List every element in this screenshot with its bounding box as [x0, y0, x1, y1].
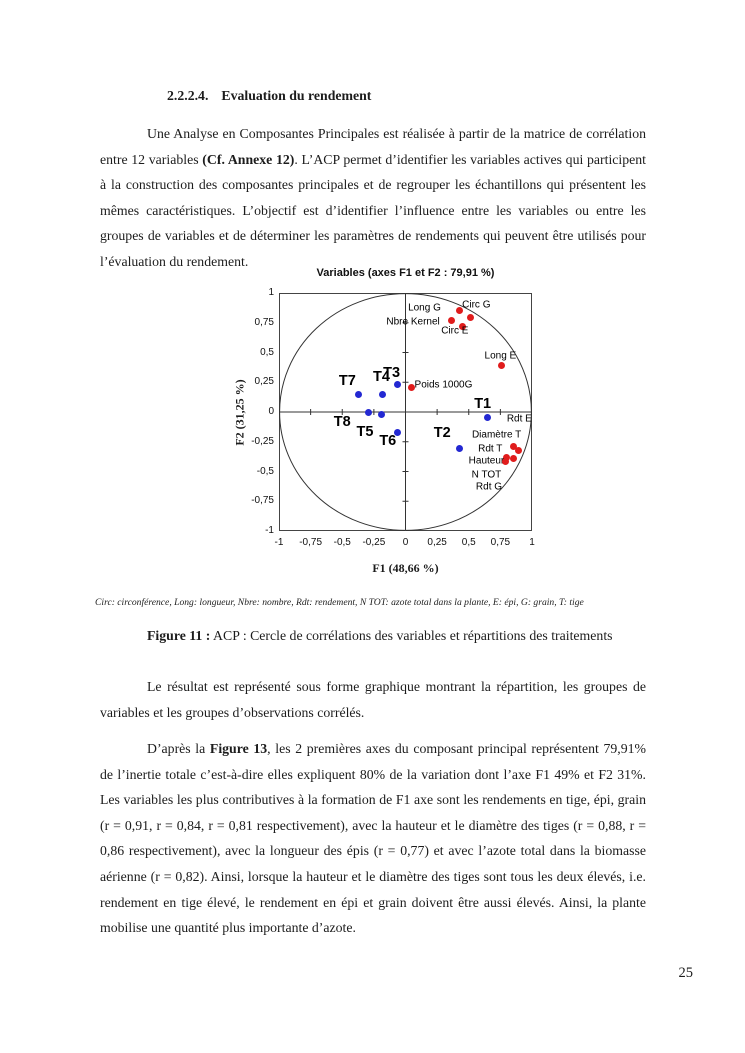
variable-point-n-tot: [509, 454, 517, 462]
figure-caption-text: ACP : Cercle de corrélations des variabl…: [210, 628, 613, 643]
variable-label-n-tot: N TOT: [471, 469, 502, 481]
y-tick-label: 1: [268, 287, 274, 298]
y-tick-label: 0,5: [260, 346, 274, 358]
text-run: Le résultat est représenté sous forme gr…: [100, 679, 646, 720]
y-tick-label: -0,5: [256, 465, 274, 477]
x-tick-label: 0,75: [490, 537, 511, 548]
figure-caption-label: Figure 11 :: [147, 628, 211, 643]
variable-label-rdt-g: Rdt G: [475, 481, 503, 493]
variable-point-poids-1000g: [408, 383, 416, 391]
treatment-label-t1: T1: [474, 395, 492, 412]
section-heading: 2.2.2.4. Evaluation du rendement: [167, 88, 371, 104]
variable-point-long-g: [456, 307, 464, 315]
variable-point-hauteur: [503, 453, 511, 461]
variable-point-rdt-t: [514, 446, 522, 454]
variable-label-circ-e: Circ E: [441, 325, 469, 337]
figure-pca-chart: Variables (axes F1 et F2 : 79,91 %) F2 (…: [228, 262, 578, 592]
treatment-point-t3: [394, 381, 402, 389]
y-tick-label: -0,75: [251, 495, 274, 507]
variable-label-nbre-kernel: Nbre Kernel: [386, 316, 440, 328]
treatment-label-t6: T6: [379, 432, 397, 449]
text-run: , les 2 premières axes du composant prin…: [100, 741, 646, 936]
text-run: D’après la: [147, 741, 210, 756]
treatment-label-t7: T7: [338, 373, 356, 390]
x-tick-label: -0,25: [362, 537, 386, 548]
variable-point-circ-e: [458, 322, 466, 330]
y-tick-label: 0: [268, 406, 274, 417]
text-run: . L’ACP permet d’identifier les variable…: [100, 151, 646, 269]
y-tick-label: 0,75: [254, 316, 274, 328]
section-number: 2.2.2.4.: [167, 88, 209, 103]
treatment-label-t8: T8: [333, 413, 351, 430]
x-tick-label: 0,5: [461, 537, 476, 548]
treatment-label-t4: T4: [372, 369, 390, 386]
variable-point-nbre-kernel: [447, 316, 455, 324]
page-number: 25: [678, 965, 694, 981]
treatment-point-t6: [394, 428, 402, 436]
y-tick-label: -1: [265, 525, 274, 536]
variable-point-circ-g: [466, 314, 474, 322]
paragraph-result: Le résultat est représenté sous forme gr…: [100, 674, 646, 725]
x-tick-label: -0,5: [333, 537, 351, 548]
x-tick-label: -0,75: [299, 537, 323, 548]
treatment-point-t5: [377, 410, 385, 418]
treatment-point-t4: [379, 390, 387, 398]
variable-label-long-g: Long G: [408, 302, 441, 314]
plot-frame: [279, 293, 532, 531]
variable-label-rdt-t: Rdt T: [478, 443, 503, 455]
treatment-label-t3: T3: [383, 364, 401, 381]
plot-area: Long G Circ G Nbre Kernel Circ E Long E Poids…: [279, 293, 532, 531]
x-axis-label: F1 (48,66 %): [372, 561, 439, 575]
variable-label-poids-1000g: Poids 1000G: [414, 379, 473, 391]
x-tick-label: 0: [402, 537, 409, 548]
variable-label-long-e: Long E: [484, 350, 517, 362]
bold-text-run: (Cf. Annexe 12): [202, 151, 295, 167]
treatment-point-t1: [484, 414, 492, 422]
variable-point-long-e: [498, 362, 506, 370]
section-title: Evaluation du rendement: [221, 88, 372, 103]
treatment-label-t5: T5: [356, 424, 374, 441]
variable-label-diam-tre-t: Diamètre T: [471, 429, 522, 441]
variable-point-rdt-g: [501, 458, 509, 466]
x-tick-label: -1: [274, 537, 284, 548]
variable-label-circ-g: Circ G: [462, 299, 491, 311]
variable-label-rdt-e: Rdt E: [506, 413, 532, 425]
paragraph-analysis: D’après la Figure 13, les 2 premières ax…: [100, 736, 646, 941]
variable-point-diam-tre-t: [509, 443, 517, 450]
chart-title: Variables (axes F1 et F2 : 79,91 %): [316, 267, 495, 279]
x-tick-label: 0,25: [427, 537, 447, 548]
bold-text-run: Figure 13: [209, 741, 268, 756]
treatment-point-t8: [365, 408, 373, 416]
x-tick-label: 1: [529, 537, 535, 548]
treatment-label-t2: T2: [433, 425, 451, 442]
variable-label-hauteur: Hauteur: [468, 455, 505, 467]
figure-caption: Figure 11 : ACP : Cercle de corrélations…: [147, 628, 613, 644]
text-run: Une Analyse en Composantes Principales e…: [100, 126, 646, 167]
treatment-point-t2: [456, 445, 464, 453]
paragraph-intro: Une Analyse en Composantes Principales e…: [100, 121, 646, 275]
figure-footnote: Circ: circonférence, Long: longueur, Nbr…: [95, 597, 584, 608]
treatment-point-t7: [355, 390, 363, 398]
y-tick-label: -0,25: [251, 435, 274, 447]
y-tick-label: 0,25: [254, 376, 274, 388]
